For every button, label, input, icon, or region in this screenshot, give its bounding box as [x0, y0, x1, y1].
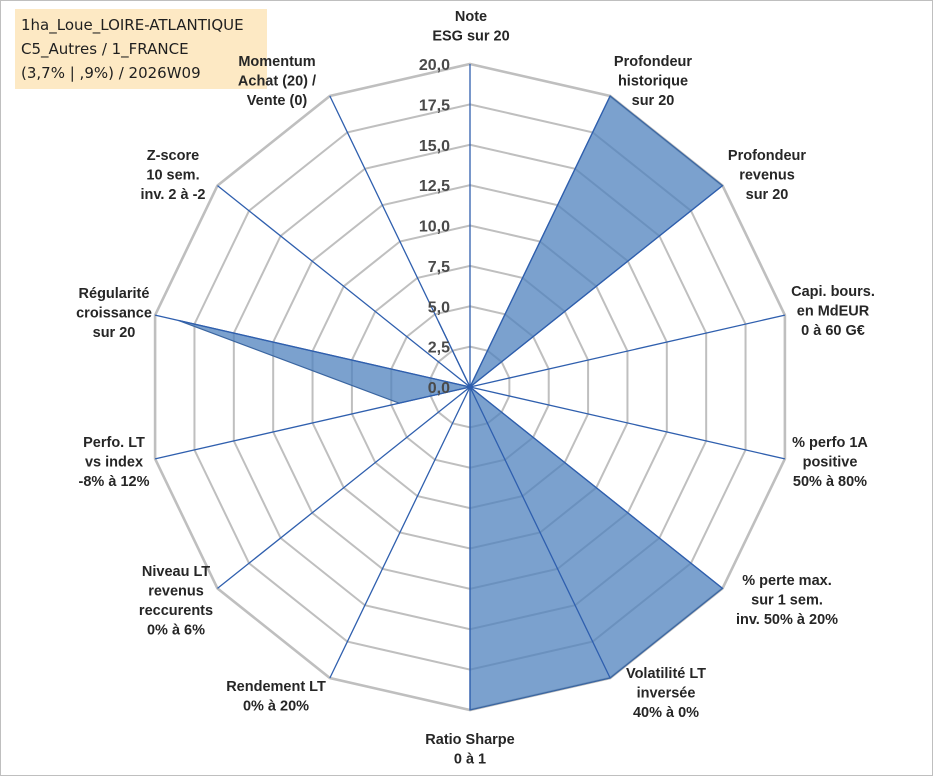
axis-label-line: Momentum [238, 54, 315, 70]
tick-label: 12,5 [419, 178, 450, 195]
tick-label: 2,5 [428, 340, 450, 357]
axis-label-line: 0 à 1 [454, 752, 486, 768]
axis-label-2: Profondeur revenus sur 20 [728, 148, 806, 203]
axis-label-line: Niveau LT [142, 564, 210, 580]
axis-label-line: sur 1 sem. [751, 593, 823, 609]
spoke-12 [217, 185, 471, 388]
tick-label: 17,5 [419, 97, 450, 114]
tick-label: 15,0 [419, 138, 450, 155]
axis-label-line: vs index [85, 455, 143, 471]
axis-label-line: 0 à 60 G€ [801, 323, 865, 339]
spoke-3 [469, 314, 786, 388]
spoke-2 [469, 185, 723, 388]
spoke-6 [469, 386, 611, 679]
axis-label-line: Note [455, 9, 487, 25]
spoke-13 [329, 95, 471, 388]
axis-label-line: croissance [76, 306, 152, 322]
axis-label-line: 0% à 6% [147, 623, 205, 639]
axis-label-line: % perfo 1A [792, 435, 868, 451]
axis-label-line: -8% à 12% [79, 474, 150, 490]
axis-label-line: sur 20 [93, 325, 136, 341]
axis-label-line: Régularité [79, 286, 150, 302]
spoke-5 [469, 386, 723, 589]
axis-label-line: sur 20 [746, 187, 789, 203]
axis-label-1: Profondeur historique sur 20 [614, 54, 692, 109]
axis-label-line: % perte max. [742, 573, 831, 589]
axis-label-line: Profondeur [614, 54, 692, 70]
axis-label-line: revenus [739, 168, 795, 184]
axis-label-line: Capi. bours. [791, 284, 875, 300]
axis-label-10: Perfo. LT vs index -8% à 12% [79, 435, 150, 490]
info-line-2: C5_Autres / 1_FRANCE [21, 40, 189, 58]
axis-label-line: positive [803, 455, 858, 471]
axis-label-line: Z-score [147, 148, 199, 164]
axis-label-line: 40% à 0% [633, 705, 699, 721]
spoke-8 [329, 386, 471, 679]
axis-label-line: 10 sem. [146, 168, 199, 184]
axis-label-6: Volatilité LT inversée 40% à 0% [626, 666, 706, 721]
tick-label: 5,0 [428, 299, 450, 316]
axis-label-line: 50% à 80% [793, 474, 867, 490]
axis-label-line: inv. 2 à -2 [140, 187, 205, 203]
axis-label-0: Note ESG sur 20 [432, 9, 509, 45]
axis-label-13: Momentum Achat (20) / Vente (0) [238, 54, 316, 109]
axis-label-line: Achat (20) / [238, 74, 316, 90]
axis-label-9: Niveau LT revenus reccurents 0% à 6% [139, 564, 213, 639]
axis-label-line: reccurents [139, 603, 213, 619]
axis-label-line: en MdEUR [797, 304, 870, 320]
axis-label-11: Régularité croissance sur 20 [76, 286, 152, 341]
axis-label-3: Capi. bours. en MdEUR 0 à 60 G€ [791, 284, 875, 339]
axis-label-line: revenus [148, 584, 204, 600]
axis-label-line: Volatilité LT [626, 666, 706, 682]
spoke-4 [469, 386, 786, 460]
spoke-1 [469, 95, 611, 388]
info-box: 1ha_Loue_LOIRE-ATLANTIQUE C5_Autres / 1_… [15, 9, 267, 89]
axis-label-line: historique [618, 74, 688, 90]
tick-label: 10,0 [419, 219, 450, 236]
axis-label-5: % perte max. sur 1 sem. inv. 50% à 20% [736, 573, 838, 628]
spoke-11 [154, 314, 471, 388]
axis-label-line: inv. 50% à 20% [736, 612, 838, 628]
axis-label-line: sur 20 [632, 93, 675, 109]
axis-label-line: Vente (0) [247, 93, 308, 109]
tick-label: 0,0 [428, 380, 450, 397]
tick-label: 7,5 [428, 259, 450, 276]
axis-label-line: Ratio Sharpe [425, 732, 514, 748]
axis-label-line: 0% à 20% [243, 699, 309, 715]
axis-label-line: Perfo. LT [83, 435, 145, 451]
axis-label-line: Rendement LT [226, 679, 326, 695]
spoke-9 [217, 386, 471, 589]
info-line-3: (3,7% | ,9%) / 2026W09 [21, 64, 201, 82]
tick-label: 20,0 [419, 57, 450, 74]
axis-label-12: Z-score 10 sem. inv. 2 à -2 [140, 148, 205, 203]
spoke-10 [154, 386, 471, 460]
axis-label-line: ESG sur 20 [432, 29, 509, 45]
axis-label-8: Rendement LT 0% à 20% [226, 679, 326, 715]
axis-label-4: % perfo 1A positive 50% à 80% [792, 435, 868, 490]
info-line-1: 1ha_Loue_LOIRE-ATLANTIQUE [21, 16, 244, 34]
axis-label-line: Profondeur [728, 148, 806, 164]
axis-label-7: Ratio Sharpe 0 à 1 [425, 732, 514, 768]
axis-label-line: inversée [637, 686, 696, 702]
